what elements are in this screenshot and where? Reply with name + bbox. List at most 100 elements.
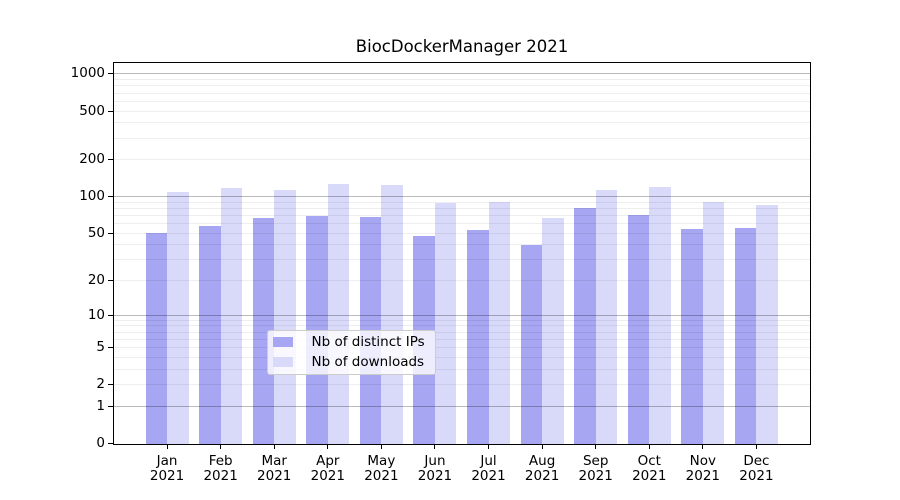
x-axis-tick xyxy=(220,443,222,449)
legend-swatch-downloads xyxy=(272,357,293,367)
x-tick-label-nov: Nov 2021 xyxy=(685,453,721,484)
major-gridline xyxy=(113,73,810,75)
minor-gridline xyxy=(113,347,810,349)
y-tick-label: 100 xyxy=(79,188,105,205)
y-tick-label: 5 xyxy=(96,339,105,356)
x-axis-tick xyxy=(166,443,168,449)
y-tick-label: 0 xyxy=(96,435,105,451)
x-tick-label-jan: Jan 2021 xyxy=(149,453,185,484)
bar-downloads-nov xyxy=(702,202,725,444)
minor-gridline xyxy=(113,368,810,370)
bar-downloads-feb xyxy=(220,187,243,444)
minor-gridline xyxy=(113,338,810,340)
y-axis-tick xyxy=(107,232,113,234)
minor-gridline xyxy=(113,356,810,358)
x-tick-label-feb: Feb 2021 xyxy=(203,453,238,484)
legend-row-distinct-ips: Nb of distinct IPs xyxy=(272,332,435,352)
minor-gridline xyxy=(113,207,810,209)
y-tick-label: 200 xyxy=(79,151,105,168)
minor-gridline xyxy=(113,100,810,102)
bar-distinct-ips-jan xyxy=(145,233,168,444)
y-tick-label: 500 xyxy=(79,102,105,119)
bar-downloads-may xyxy=(381,184,403,444)
minor-gridline xyxy=(113,232,810,234)
bar-distinct-ips-feb xyxy=(199,226,221,444)
x-tick-label-dec: Dec 2021 xyxy=(739,453,774,484)
bar-distinct-ips-oct xyxy=(627,214,650,444)
y-axis-tick xyxy=(107,73,113,75)
minor-gridline xyxy=(113,85,810,87)
minor-gridline xyxy=(113,244,810,246)
minor-gridline xyxy=(113,110,810,112)
bar-distinct-ips-jul xyxy=(467,230,489,444)
x-axis-tick xyxy=(755,443,757,449)
y-tick-label: 1 xyxy=(96,397,105,414)
x-tick-label-aug: Aug 2021 xyxy=(524,453,560,484)
minor-gridline xyxy=(113,259,810,261)
bar-downloads-sep xyxy=(595,190,618,444)
minor-gridline xyxy=(113,137,810,139)
y-axis-tick xyxy=(107,196,113,198)
bar-downloads-aug xyxy=(542,217,564,444)
x-axis-tick xyxy=(273,443,275,449)
x-axis-tick xyxy=(434,443,436,449)
y-tick-label: 2 xyxy=(96,376,105,393)
bar-downloads-dec xyxy=(756,205,778,444)
minor-gridline xyxy=(113,201,810,203)
minor-gridline xyxy=(113,215,810,217)
legend-swatch-distinct-ips xyxy=(272,337,293,347)
y-tick-label: 50 xyxy=(87,224,105,241)
y-tick-label: 20 xyxy=(87,272,105,289)
bar-distinct-ips-mar xyxy=(252,217,275,444)
x-tick-label-mar: Mar 2021 xyxy=(257,453,292,484)
y-axis-tick xyxy=(107,347,113,349)
minor-gridline xyxy=(113,384,810,386)
legend-row-downloads: Nb of downloads xyxy=(272,352,435,372)
chart-title: BiocDockerManager 2021 xyxy=(355,37,569,56)
bar-downloads-apr xyxy=(327,184,350,444)
minor-gridline xyxy=(113,280,810,282)
y-axis-tick xyxy=(107,443,113,444)
legend-label-distinct-ips: Nb of distinct IPs xyxy=(311,334,425,350)
x-tick-label-jun: Jun 2021 xyxy=(417,453,453,484)
minor-gridline xyxy=(113,92,810,94)
x-axis-tick xyxy=(327,443,329,449)
y-axis-tick xyxy=(107,314,113,316)
bar-downloads-jun xyxy=(434,203,457,444)
x-tick-label-oct: Oct 2021 xyxy=(632,453,667,484)
x-axis-tick xyxy=(648,443,650,449)
bar-downloads-jan xyxy=(167,191,189,444)
y-axis-tick xyxy=(107,384,113,386)
bar-downloads-oct xyxy=(649,186,671,444)
x-axis-tick xyxy=(541,443,543,449)
y-axis-tick xyxy=(107,110,113,112)
major-gridline xyxy=(113,314,810,316)
y-tick-label: 1000 xyxy=(70,65,105,82)
x-tick-label-apr: Apr 2021 xyxy=(310,453,345,484)
x-axis-tick xyxy=(488,443,490,449)
legend: Nb of distinct IPs Nb of downloads xyxy=(266,330,436,375)
legend-label-downloads: Nb of downloads xyxy=(311,354,425,370)
bar-distinct-ips-apr xyxy=(306,215,328,444)
minor-gridline xyxy=(113,319,810,321)
y-axis-tick xyxy=(107,405,113,407)
bar-distinct-ips-dec xyxy=(734,228,757,444)
plot-area xyxy=(112,61,811,445)
bar-downloads-mar xyxy=(274,189,296,444)
x-axis-tick xyxy=(702,443,704,449)
y-tick-label: 10 xyxy=(87,306,105,323)
bar-distinct-ips-sep xyxy=(574,207,596,444)
minor-gridline xyxy=(113,325,810,327)
bar-downloads-jul xyxy=(488,201,511,444)
minor-gridline xyxy=(113,223,810,225)
minor-gridline xyxy=(113,159,810,161)
bar-distinct-ips-aug xyxy=(520,244,543,444)
x-axis-tick xyxy=(380,443,382,449)
x-tick-label-sep: Sep 2021 xyxy=(578,453,613,484)
bar-distinct-ips-nov xyxy=(681,229,703,444)
x-tick-label-jul: Jul 2021 xyxy=(471,453,506,484)
y-axis-tick xyxy=(107,159,113,161)
x-axis-tick xyxy=(595,443,597,449)
major-gridline xyxy=(113,405,810,407)
